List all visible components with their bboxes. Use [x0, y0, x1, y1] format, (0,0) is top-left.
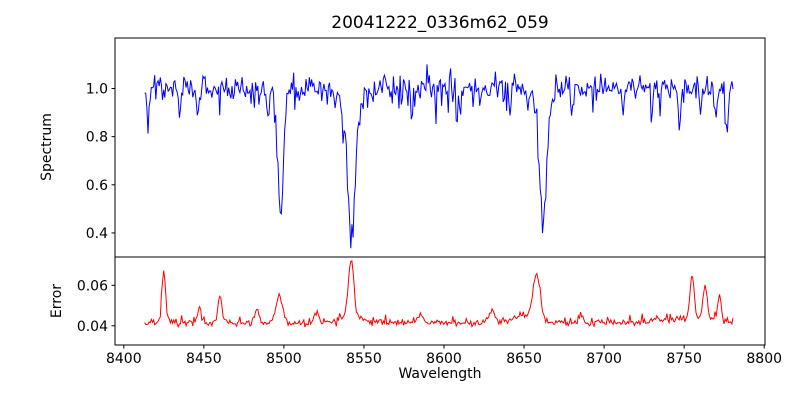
y-tick-label: 0.8 — [86, 130, 108, 146]
y-tick-label: 0.4 — [86, 226, 108, 242]
x-tick-label: 8750 — [666, 351, 702, 367]
y-tick-label: 1.0 — [86, 82, 108, 98]
x-tick-label: 8600 — [426, 351, 462, 367]
y-tick-label: 0.04 — [77, 319, 108, 335]
x-tick-label: 8800 — [746, 351, 782, 367]
spectrum-line-frame — [114, 37, 766, 258]
y-tick-label: 0.06 — [77, 278, 108, 294]
x-tick-label: 8400 — [106, 351, 142, 367]
x-tick-label: 8700 — [586, 351, 622, 367]
error-line — [144, 260, 734, 329]
error-line-frame — [114, 256, 766, 346]
chart-title: 20041222_0336m62_059 — [331, 13, 549, 33]
x-tick-label: 8550 — [346, 351, 382, 367]
spectrum-line — [144, 64, 734, 249]
y-tick-label: 0.6 — [86, 178, 108, 194]
x-tick-label: 8500 — [266, 351, 302, 367]
x-tick-label: 8450 — [186, 351, 222, 367]
wavelength-axis-label: Wavelength — [398, 366, 482, 382]
x-tick-label: 8650 — [506, 351, 542, 367]
